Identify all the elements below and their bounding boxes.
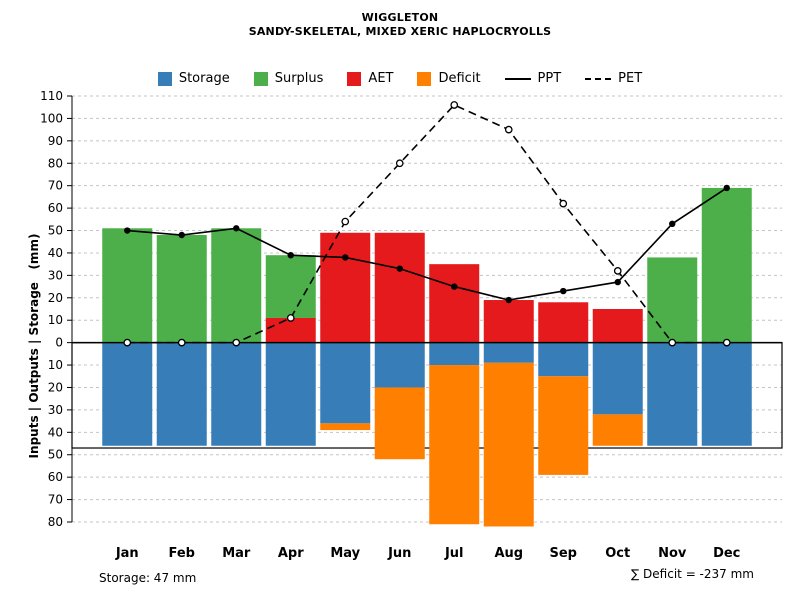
y-tick-labels: 8070605040302010010203040506070809010011… xyxy=(40,89,63,529)
bars xyxy=(102,187,752,527)
legend-item-ppt: PPT xyxy=(504,71,562,86)
storage-annotation: Storage: 47 mm xyxy=(99,571,197,585)
bar-surplus-Jan xyxy=(102,228,153,343)
y-tick-label: 30 xyxy=(48,403,63,417)
legend-item-deficit: Deficit xyxy=(417,71,481,86)
chart-subtitle: SANDY-SKELETAL, MIXED XERIC HAPLOCRYOLLS xyxy=(248,25,552,38)
bar-aet-Oct xyxy=(592,309,643,343)
bar-deficit-May xyxy=(320,423,371,431)
legend-item-pet: PET xyxy=(585,71,642,86)
legend-item-storage: Storage xyxy=(157,71,230,86)
legend: Storage Surplus AET Deficit PPT PET xyxy=(0,71,800,86)
y-tick-label: 80 xyxy=(48,156,63,170)
pet-points xyxy=(123,101,731,347)
bar-surplus-Apr xyxy=(265,255,316,318)
aet-swatch xyxy=(347,71,362,86)
month-label-May: May xyxy=(330,546,360,561)
pet-line xyxy=(127,104,727,344)
bar-aet-Apr xyxy=(265,317,316,343)
y-tick-label: 70 xyxy=(48,493,63,507)
y-tick-label: 50 xyxy=(48,224,63,238)
y-tick-label: 20 xyxy=(48,380,63,394)
y-tick-label: 10 xyxy=(48,313,63,327)
bar-aet-May xyxy=(320,232,371,343)
y-tick-label: 0 xyxy=(55,336,63,350)
bar-deficit-Jun xyxy=(374,387,425,460)
legend-label: PET xyxy=(618,71,643,86)
bar-storage-May xyxy=(320,342,371,424)
ppt-line-sample xyxy=(504,77,531,80)
bar-aet-Jul xyxy=(429,264,480,343)
bar-storage-Sep xyxy=(538,342,589,377)
month-label-Oct: Oct xyxy=(605,546,630,561)
bar-storage-Aug xyxy=(483,342,534,363)
month-label-Sep: Sep xyxy=(550,546,578,561)
legend-item-aet: AET xyxy=(347,71,393,86)
bar-deficit-Jul xyxy=(429,365,480,525)
y-tick-label: 90 xyxy=(48,134,63,148)
bar-storage-Mar xyxy=(211,342,262,446)
bar-surplus-Dec xyxy=(701,187,752,343)
bar-surplus-Mar xyxy=(211,228,262,343)
y-tick-label: 20 xyxy=(48,291,63,305)
month-label-Jan: Jan xyxy=(115,546,139,561)
legend-label: Surplus xyxy=(274,71,324,86)
month-label-Jul: Jul xyxy=(444,546,464,561)
bar-storage-Dec xyxy=(701,342,752,446)
y-tick-label: 70 xyxy=(48,179,63,193)
legend-item-surplus: Surplus xyxy=(253,71,324,86)
bar-storage-Nov xyxy=(647,342,698,446)
storage-swatch xyxy=(157,71,172,86)
chart-title: WIGGLETON xyxy=(361,11,439,24)
y-tick-label: 100 xyxy=(40,111,63,125)
ppt-line xyxy=(127,187,728,301)
month-label-Aug: Aug xyxy=(494,546,523,561)
bar-aet-Aug xyxy=(483,300,534,343)
month-label-Nov: Nov xyxy=(658,546,687,561)
bar-storage-Feb xyxy=(156,342,207,446)
bar-surplus-Nov xyxy=(647,257,698,343)
month-label-Jun: Jun xyxy=(387,546,411,561)
month-label-Apr: Apr xyxy=(278,546,304,561)
bar-aet-Jun xyxy=(374,232,425,343)
bar-storage-Jul xyxy=(429,342,480,366)
legend-label: Deficit xyxy=(438,71,481,86)
y-tick-label: 50 xyxy=(48,448,63,462)
bar-surplus-Feb xyxy=(156,235,207,343)
y-tick-label: 60 xyxy=(48,470,63,484)
ppt-points xyxy=(124,184,730,304)
legend-label: PPT xyxy=(537,71,562,86)
bar-storage-Apr xyxy=(265,342,316,446)
bar-aet-Sep xyxy=(538,302,589,343)
deficit-sum-annotation: ∑ Deficit = -237 mm xyxy=(631,567,754,581)
bar-storage-Jun xyxy=(374,342,425,388)
y-tick-label: 40 xyxy=(48,425,63,439)
y-tick-label: 110 xyxy=(40,89,63,103)
deficit-swatch xyxy=(417,71,432,86)
bar-deficit-Sep xyxy=(538,376,589,475)
legend-label: Storage xyxy=(178,71,230,86)
y-axis xyxy=(67,95,73,523)
surplus-swatch xyxy=(253,71,268,86)
y-tick-label: 80 xyxy=(48,515,63,529)
legend-label: AET xyxy=(368,71,394,86)
bar-deficit-Aug xyxy=(483,362,534,527)
month-label-Dec: Dec xyxy=(713,546,740,561)
bar-storage-Jan xyxy=(102,342,153,446)
bar-storage-Oct xyxy=(592,342,643,415)
gridlines xyxy=(72,95,782,523)
pet-line-sample xyxy=(585,77,612,80)
bar-deficit-Oct xyxy=(592,414,643,446)
y-tick-label: 30 xyxy=(48,268,63,282)
y-tick-label: 40 xyxy=(48,246,63,260)
month-label-Mar: Mar xyxy=(222,546,251,561)
y-tick-label: 60 xyxy=(48,201,63,215)
x-month-labels: Jan Feb Mar Apr May Jun Jul Aug Sep Oct Nov Dec xyxy=(115,546,741,561)
y-tick-label: 10 xyxy=(48,358,63,372)
month-label-Feb: Feb xyxy=(169,546,195,561)
